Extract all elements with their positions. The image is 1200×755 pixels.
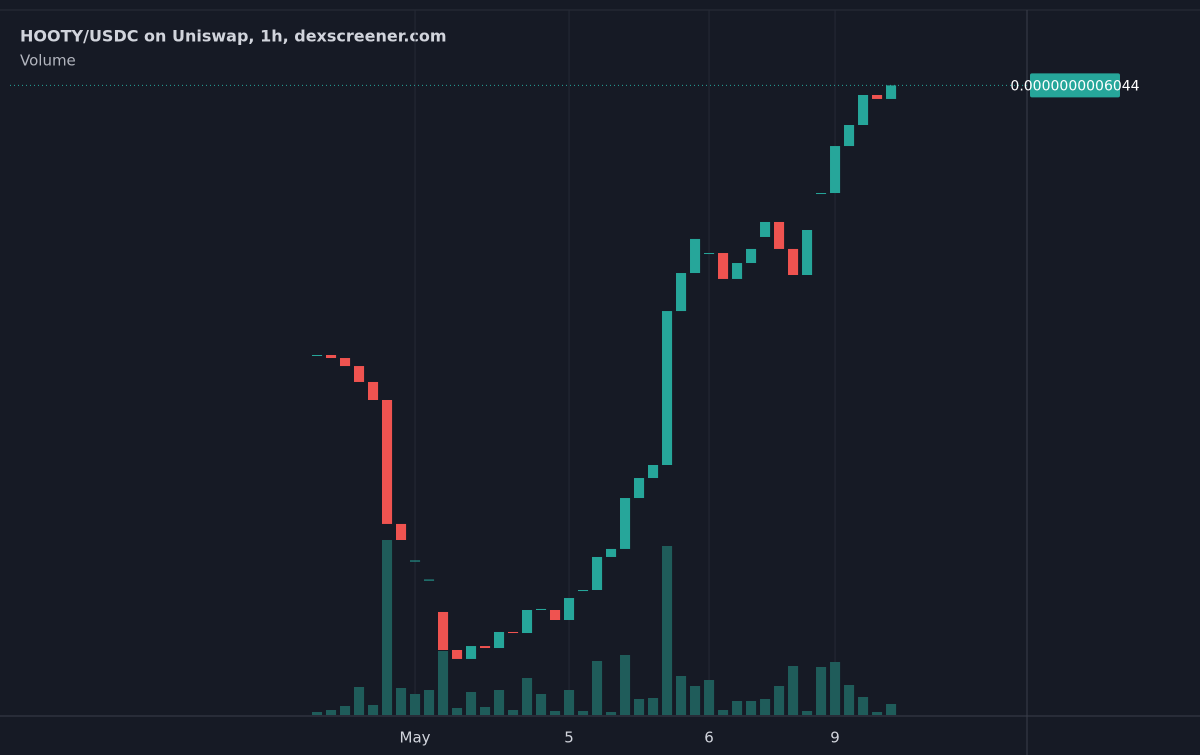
candle-body [606, 548, 617, 557]
candle-body [886, 85, 897, 99]
candle-body [802, 230, 813, 275]
candle-body [718, 253, 729, 279]
x-tick-label: 6 [704, 729, 714, 747]
volume-bar [409, 694, 421, 715]
volume-bar [718, 710, 729, 715]
volume-bar [381, 540, 393, 715]
candle-body [381, 400, 393, 524]
volume-bar [353, 687, 365, 715]
volume-bar [606, 712, 617, 715]
candle-body [858, 95, 869, 125]
candle-body [451, 650, 463, 659]
volume-bar [367, 705, 379, 715]
volume-bar [704, 680, 715, 715]
volume-bar [479, 707, 491, 715]
price-badge [1030, 73, 1120, 98]
candle-body [662, 311, 673, 465]
volume-bar [592, 661, 603, 715]
candle-body [760, 221, 771, 237]
chart-title: HOOTY/USDC on Uniswap, 1h, dexscreener.c… [20, 27, 447, 46]
candle-body [437, 611, 449, 650]
candle-body [788, 248, 799, 275]
candle-body [648, 465, 659, 479]
volume-bar [662, 546, 673, 715]
candle-body [634, 478, 645, 499]
volume-bar [746, 701, 757, 715]
volume-bar [564, 690, 575, 715]
volume-bar [886, 704, 897, 715]
candle-body [550, 610, 561, 620]
volume-bar [493, 690, 505, 715]
volume-bar [395, 688, 407, 715]
volume-bar [872, 712, 883, 715]
volume-bar [788, 666, 799, 715]
volume-bar [507, 710, 519, 715]
volume-bar [451, 708, 463, 715]
candle-body [690, 238, 701, 274]
candle-body [816, 193, 827, 195]
volume-bar [550, 711, 561, 715]
volume-bar [844, 685, 855, 715]
candle-body [395, 523, 407, 540]
candle-body [746, 248, 757, 264]
candle-body [507, 631, 519, 634]
candle-body [409, 560, 421, 562]
volume-bar [522, 678, 533, 715]
candle-body [704, 253, 715, 255]
candle-body [774, 221, 785, 249]
x-tick-label: May [400, 729, 431, 747]
candle-body [479, 646, 491, 649]
candle-body [676, 273, 687, 312]
candle-body [339, 358, 351, 367]
candle-body [423, 579, 435, 581]
price-label: 0.0000000006044 [1010, 78, 1139, 94]
candle-body [732, 263, 743, 279]
candle-body [522, 610, 533, 634]
candle-body [564, 598, 575, 620]
volume-bar [676, 676, 687, 715]
volume-bar [774, 686, 785, 715]
candle-body [325, 355, 337, 359]
volume-bar [858, 697, 869, 715]
candle-body [844, 125, 855, 147]
volume-bar [648, 698, 659, 715]
volume-bar [816, 667, 827, 715]
volume-bar [732, 701, 743, 715]
volume-bar [690, 686, 701, 715]
volume-bar [760, 699, 771, 715]
x-tick-label: 9 [830, 729, 840, 747]
volume-bar [325, 710, 337, 715]
volume-bar [437, 651, 449, 715]
x-tick-label: 5 [564, 729, 574, 747]
candle-body [536, 608, 547, 610]
volume-bar [536, 694, 547, 715]
volume-bar [578, 711, 589, 715]
candle-body [578, 590, 589, 592]
volume-bar [620, 655, 631, 715]
candle-body [493, 631, 505, 649]
candle-body [353, 366, 365, 382]
candle-body [620, 498, 631, 549]
candle-body [592, 556, 603, 590]
candle-body [311, 355, 323, 356]
chart-subtitle: Volume [20, 52, 76, 70]
volume-bar [423, 690, 435, 715]
candle-body [367, 381, 379, 400]
candle-body [830, 146, 841, 194]
volume-bar [830, 662, 841, 715]
volume-bar [634, 699, 645, 715]
volume-bar [465, 692, 477, 715]
volume-bar [311, 712, 323, 715]
volume-bar [339, 706, 351, 715]
candle-body [465, 646, 477, 659]
volume-bar [802, 711, 813, 715]
candle-body [872, 95, 883, 99]
